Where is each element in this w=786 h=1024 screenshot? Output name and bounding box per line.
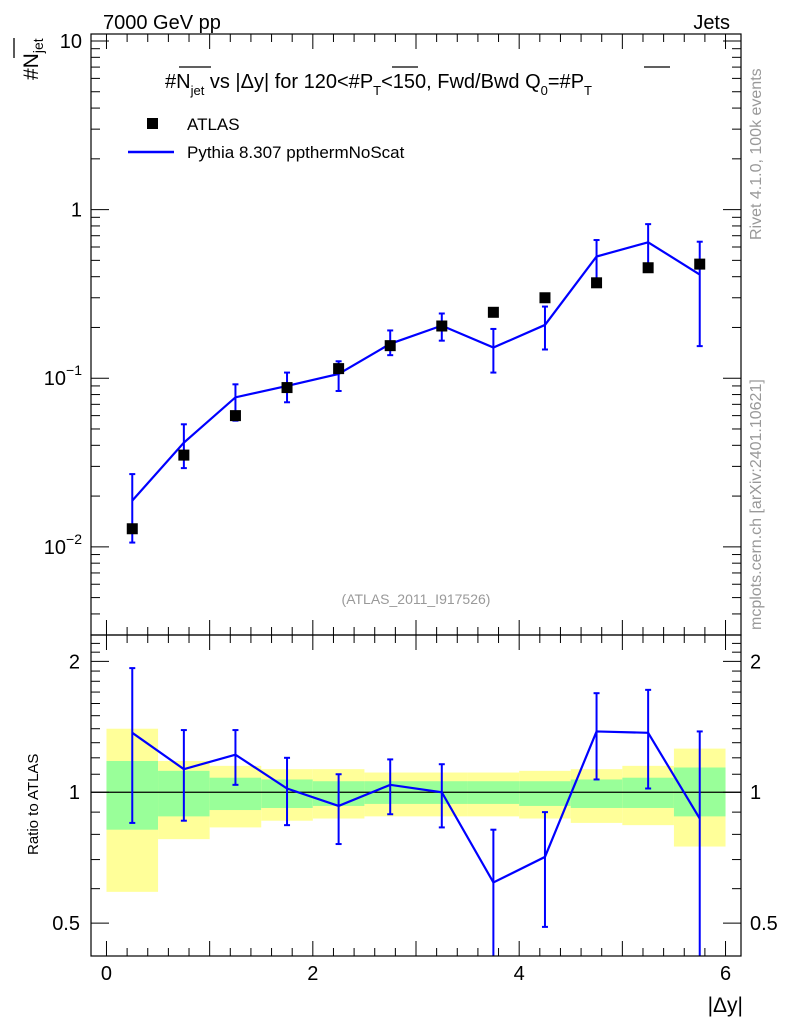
y-tick-label: 10−2 [44, 531, 82, 559]
ratio-line [131, 730, 701, 884]
ratio-y-label: Ratio to ATLAS [25, 754, 42, 855]
title-part-4: =# [548, 71, 572, 93]
ratio-tick-label-right: 2 [750, 651, 761, 673]
mcplots-label: mcplots.cern.ch [arXiv:2401.10621] [748, 379, 765, 630]
lower-data [129, 667, 703, 956]
ratio-tick-label-left: 1 [69, 782, 80, 804]
y-axis-label-main: #N [20, 53, 43, 80]
y-tick-label-base: 10 [44, 368, 66, 390]
title-sub-1: jet [190, 83, 205, 98]
y-tick-label: 1 [71, 200, 82, 222]
title-sub-3: 0 [541, 83, 548, 98]
title-sub-2: T [373, 83, 381, 98]
x-tick-label: 6 [720, 963, 731, 985]
lower-ticks [91, 635, 741, 956]
atlas-point [126, 523, 138, 535]
y-tick-label-exp: −2 [66, 531, 82, 547]
upper-data [126, 223, 706, 544]
y-tick-label-base: 10 [44, 537, 66, 559]
x-tick-label: 2 [307, 963, 318, 985]
upper-ticks [91, 34, 741, 636]
ratio-bands [91, 728, 741, 892]
atlas-point [229, 410, 241, 422]
title-part-2: vs |Δy| for 120<# [204, 71, 360, 93]
atlas-point [694, 258, 706, 270]
y-axis-label-sub: jet [30, 38, 46, 54]
analysis-watermark: (ATLAS_2011_I917526) [342, 591, 491, 607]
atlas-point [591, 277, 603, 289]
title-over-1: P [360, 71, 373, 93]
x-tick-label: 0 [101, 963, 112, 985]
rivet-label: Rivet 4.1.0, 100k events [748, 68, 765, 240]
ratio-tick-label-right: 0.5 [750, 913, 778, 935]
green-band [570, 779, 623, 808]
y-tick-label: 10 [60, 31, 82, 53]
atlas-point [642, 262, 654, 274]
title-sub-4: T [584, 83, 592, 98]
header-left: 7000 GeV pp [103, 12, 221, 34]
atlas-point [539, 292, 551, 304]
title-part-1: #N [165, 71, 191, 93]
y-axis-label: #Njet [20, 38, 46, 80]
legend-pythia-label: Pythia 8.307 ppthermNoScat [187, 143, 405, 162]
legend-atlas-label: ATLAS [187, 115, 240, 134]
atlas-point [487, 306, 499, 318]
legend-atlas-marker [147, 118, 158, 129]
pythia-line [131, 241, 701, 502]
ratio-tick-label-left: 2 [69, 651, 80, 673]
header-right: Jets [693, 12, 730, 34]
chart-title: #Njet vs |Δy| for 120<#PT<150, Fwd/Bwd Q… [165, 71, 592, 98]
title-part-3: <150, Fwd/Bwd Q [381, 71, 541, 93]
atlas-point [436, 320, 448, 332]
atlas-point [333, 363, 345, 375]
green-band [519, 781, 571, 806]
title-over-2: P [571, 71, 584, 93]
y-tick-label-exp: −1 [66, 362, 82, 378]
ratio-tick-label-right: 1 [750, 782, 761, 804]
lower-frame [90, 634, 742, 957]
x-tick-label: 4 [514, 963, 525, 985]
ratio-tick-label-left: 0.5 [52, 913, 80, 935]
atlas-point [281, 382, 293, 394]
atlas-point [178, 449, 190, 461]
atlas-point [384, 340, 396, 352]
x-axis-label: |Δy| [708, 994, 743, 1017]
y-tick-label: 10−1 [44, 362, 82, 390]
